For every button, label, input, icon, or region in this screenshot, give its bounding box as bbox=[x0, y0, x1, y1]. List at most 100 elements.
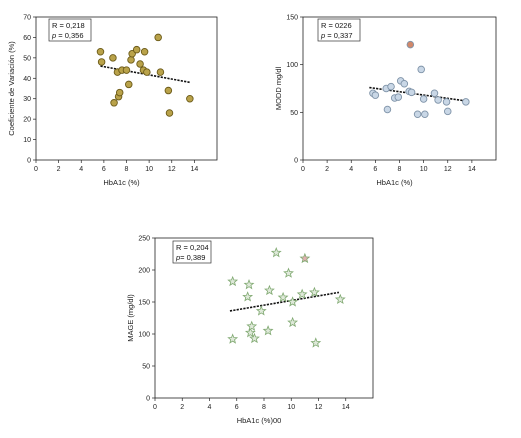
x-tick-label: 6 bbox=[102, 166, 106, 173]
data-point bbox=[394, 93, 403, 101]
x-axis-label: HbA1c (%) bbox=[103, 178, 140, 187]
data-point bbox=[309, 286, 320, 298]
chart-1: 0 2 4 6 8 10 12 14 0 10 20 30 40 50 60 70 HbA1c (%) Coefi… bbox=[7, 15, 218, 187]
data-point bbox=[165, 109, 174, 117]
data-point bbox=[287, 316, 299, 328]
data-point bbox=[255, 305, 267, 316]
data-point bbox=[262, 325, 274, 336]
data-point bbox=[406, 40, 415, 49]
data-point bbox=[287, 296, 299, 307]
data-point bbox=[125, 80, 133, 89]
y-tick-label: 50 bbox=[290, 110, 298, 117]
data-point bbox=[97, 58, 106, 66]
y-axis-label: MODD mg/dl bbox=[274, 67, 283, 111]
data-point bbox=[140, 47, 149, 56]
data-point bbox=[109, 54, 117, 62]
r-value: R = 0226 bbox=[321, 21, 352, 30]
data-point bbox=[383, 105, 392, 114]
stats-box bbox=[172, 240, 212, 264]
data-point bbox=[310, 337, 322, 348]
y-tick-label: 0 bbox=[27, 158, 31, 165]
y-axis-label: Coeficiente de Variación (%) bbox=[7, 41, 16, 136]
data-point bbox=[156, 68, 165, 76]
data-point bbox=[371, 91, 380, 99]
y-tick-label: 20 bbox=[23, 117, 31, 124]
x-tick-label: 10 bbox=[287, 404, 295, 411]
x-tick-label: 14 bbox=[468, 166, 476, 173]
data-point bbox=[132, 45, 141, 54]
y-tick-label: 0 bbox=[146, 396, 150, 403]
data-point bbox=[387, 82, 395, 91]
stats-box bbox=[317, 18, 361, 42]
x-tick-label: 2 bbox=[180, 404, 184, 411]
data-point bbox=[136, 60, 144, 68]
x-tick-label: 0 bbox=[153, 404, 157, 411]
data-point bbox=[242, 291, 254, 302]
data-point bbox=[243, 279, 255, 290]
data-point bbox=[246, 320, 258, 331]
y-tick-label: 200 bbox=[138, 268, 150, 275]
y-tick-label: 100 bbox=[286, 62, 298, 69]
data-point bbox=[334, 293, 346, 305]
p-value: p= 0,389 bbox=[175, 253, 205, 262]
data-point bbox=[110, 99, 118, 107]
trend-line bbox=[369, 86, 466, 102]
chart-2: 0 2 4 6 8 10 12 14 0 50 100 150 HbA1c (%) MODD mg/dl R… bbox=[274, 15, 497, 187]
y-tick-label: 40 bbox=[23, 76, 31, 83]
x-tick-label: 4 bbox=[208, 404, 212, 411]
data-point bbox=[283, 267, 294, 278]
data-point bbox=[419, 95, 428, 103]
data-point bbox=[296, 288, 308, 299]
x-tick-label: 10 bbox=[420, 166, 428, 173]
data-point bbox=[122, 66, 131, 74]
data-point bbox=[264, 284, 275, 296]
p-value: p = 0,356 bbox=[51, 31, 84, 40]
x-tick-label: 0 bbox=[301, 166, 305, 173]
data-point bbox=[442, 98, 451, 106]
data-point bbox=[227, 275, 239, 287]
y-tick-label: 100 bbox=[138, 332, 150, 339]
data-point bbox=[128, 50, 136, 58]
x-tick-label: 12 bbox=[168, 166, 176, 173]
data-point bbox=[115, 88, 124, 97]
chart-3: 0 2 4 6 8 10 12 14 0 50 100 150 200 250 HbA1c (%)00 MAG… bbox=[126, 236, 374, 425]
x-tick-label: 8 bbox=[125, 166, 129, 173]
y-tick-label: 250 bbox=[138, 236, 150, 243]
x-tick-label: 12 bbox=[315, 404, 323, 411]
data-point bbox=[143, 68, 151, 76]
x-tick-label: 14 bbox=[190, 166, 198, 173]
x-tick-label: 2 bbox=[325, 166, 329, 173]
y-tick-label: 60 bbox=[23, 35, 31, 42]
data-point bbox=[164, 86, 173, 95]
x-tick-label: 14 bbox=[342, 404, 350, 411]
x-tick-label: 4 bbox=[349, 166, 353, 173]
y-tick-label: 10 bbox=[23, 137, 31, 144]
y-tick-label: 50 bbox=[142, 364, 150, 371]
x-tick-label: 8 bbox=[262, 404, 266, 411]
y-tick-label: 150 bbox=[138, 300, 150, 307]
data-point bbox=[96, 47, 105, 56]
data-point bbox=[270, 247, 282, 258]
data-point bbox=[277, 291, 289, 303]
y-tick-label: 30 bbox=[23, 96, 31, 103]
y-axis-label: MAGE (mg/dl) bbox=[126, 294, 135, 342]
data-point bbox=[434, 96, 442, 104]
data-point bbox=[444, 107, 452, 116]
data-point bbox=[421, 110, 429, 118]
data-point bbox=[430, 89, 439, 98]
x-tick-label: 2 bbox=[57, 166, 61, 173]
data-point bbox=[244, 327, 256, 338]
stats-box bbox=[48, 18, 92, 42]
y-tick-label: 150 bbox=[286, 15, 298, 22]
x-tick-label: 8 bbox=[398, 166, 402, 173]
x-tick-label: 10 bbox=[145, 166, 153, 173]
r-value: R = 0,204 bbox=[176, 243, 209, 252]
data-point bbox=[227, 333, 239, 344]
data-point bbox=[299, 252, 311, 264]
data-point bbox=[154, 33, 162, 42]
data-point bbox=[400, 79, 409, 88]
y-tick-label: 70 bbox=[23, 15, 31, 22]
x-tick-label: 4 bbox=[79, 166, 83, 173]
r-value: R = 0,218 bbox=[52, 21, 85, 30]
